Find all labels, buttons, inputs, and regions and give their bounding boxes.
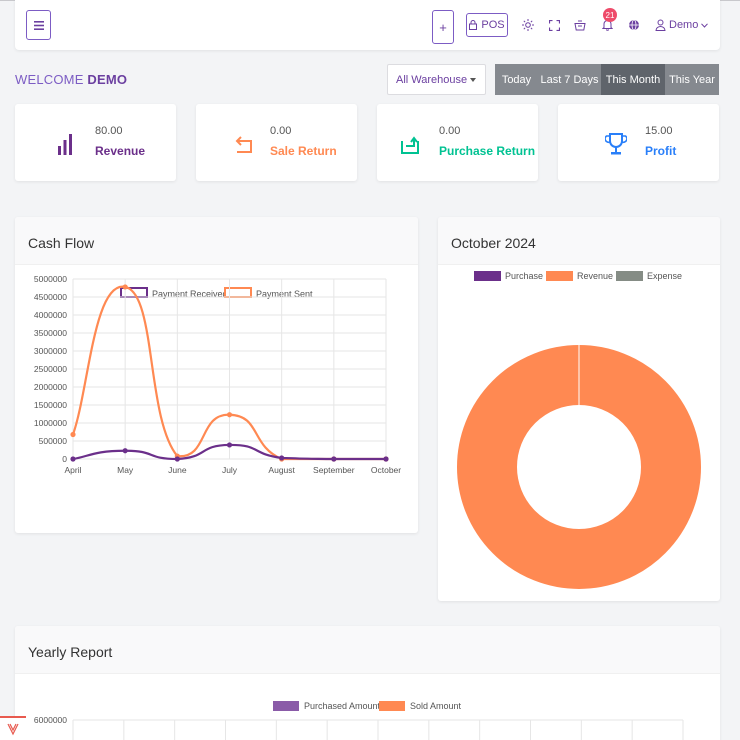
- legend-swatch: [273, 701, 299, 711]
- y-tick-label: 1500000: [34, 400, 67, 410]
- caret-down-icon: [470, 78, 476, 82]
- legend-label: Purchased Amount: [304, 701, 381, 711]
- data-point: [226, 442, 233, 448]
- x-tick-label: October: [371, 465, 401, 475]
- month-chart-title: October 2024: [451, 235, 536, 251]
- fullscreen-icon[interactable]: [547, 18, 561, 32]
- x-tick-label: April: [64, 465, 81, 475]
- stat-value: 15.00: [645, 125, 673, 137]
- range-this-year-button[interactable]: This Year: [665, 64, 719, 95]
- stat-value: 0.00: [270, 125, 292, 137]
- y-tick-label: 4500000: [34, 292, 67, 302]
- stat-label: Revenue: [95, 144, 146, 158]
- notification-badge: 21: [603, 8, 617, 22]
- return-arrow-icon: [235, 136, 252, 153]
- add-new-button[interactable]: +: [432, 10, 454, 44]
- data-point: [331, 456, 337, 462]
- range-last7-button[interactable]: Last 7 Days: [538, 64, 601, 95]
- y-tick-label: 2000000: [34, 382, 67, 392]
- cashflow-chart: Payment Received Payment Sent 50000004500…: [34, 274, 401, 475]
- panel-header: [15, 626, 720, 674]
- data-point: [279, 455, 285, 461]
- legend-label: Expense: [647, 271, 682, 281]
- x-tick-label: June: [168, 465, 187, 475]
- legend-label: Payment Sent: [256, 289, 313, 299]
- legend-swatch: [379, 701, 405, 711]
- panel-header: [438, 217, 720, 265]
- yearly-report-panel: Yearly Report Purchased Amount Sold Amoun…: [15, 626, 720, 740]
- data-point: [174, 456, 180, 462]
- stat-card-revenue[interactable]: 80.00 Revenue: [15, 104, 176, 181]
- yearly-report-title: Yearly Report: [28, 644, 113, 660]
- legend-swatch: [546, 271, 573, 281]
- top-navbar: + POS Demo: [15, 0, 720, 50]
- range-today-button[interactable]: Today: [495, 64, 538, 95]
- yearly-bar-chart: Purchased Amount Sold Amount 6000000: [34, 701, 684, 740]
- chevron-down-icon: [701, 22, 709, 28]
- stat-card-profit[interactable]: 15.00 Profit: [558, 104, 719, 181]
- user-icon: [655, 19, 666, 31]
- legend-label: Purchase: [505, 271, 543, 281]
- y-tick-label: 2500000: [34, 364, 67, 374]
- x-tick-label: September: [313, 465, 355, 475]
- x-tick-label: May: [117, 465, 134, 475]
- legend-swatch: [616, 271, 643, 281]
- legend-swatch: [224, 287, 252, 298]
- data-point: [70, 456, 76, 462]
- stat-value: 0.00: [439, 125, 461, 137]
- welcome-prefix: WELCOME: [15, 72, 84, 87]
- bar-chart-icon: [58, 134, 72, 155]
- range-this-month-button[interactable]: This Month: [601, 64, 665, 95]
- stat-label: Profit: [645, 144, 677, 158]
- lock-icon: [469, 20, 478, 30]
- legend-label: Sold Amount: [410, 701, 462, 711]
- data-point: [70, 431, 76, 438]
- y-tick-label: 5000000: [34, 274, 67, 284]
- pos-button[interactable]: POS: [466, 13, 508, 37]
- refresh-box-icon: [401, 136, 419, 154]
- stat-value: 80.00: [95, 125, 123, 137]
- y-tick-label: 3000000: [34, 346, 67, 356]
- globe-icon[interactable]: [627, 18, 641, 32]
- data-point: [122, 284, 128, 290]
- x-tick-label: August: [268, 465, 295, 475]
- warehouse-select[interactable]: All Warehouse: [387, 64, 486, 95]
- y-tick-label: 6000000: [34, 715, 67, 725]
- data-point: [122, 448, 128, 454]
- menu-toggle-button[interactable]: [26, 10, 51, 40]
- stat-card-sale-return[interactable]: 0.00 Sale Return: [196, 104, 357, 181]
- month-chart-panel: October 2024 Purchase Revenue Expense: [438, 217, 720, 601]
- y-tick-label: 1000000: [34, 418, 67, 428]
- app-logo-icon: [0, 716, 26, 740]
- y-tick-label: 0: [62, 454, 67, 464]
- sun-icon[interactable]: [521, 18, 535, 32]
- user-name: Demo: [669, 19, 699, 31]
- stat-label: Sale Return: [270, 144, 337, 158]
- y-tick-label: 500000: [39, 436, 68, 446]
- cashflow-title: Cash Flow: [28, 235, 95, 251]
- user-menu[interactable]: Demo: [655, 19, 709, 31]
- pos-label: POS: [481, 19, 505, 31]
- welcome-user: DEMO: [87, 72, 128, 87]
- legend-label: Revenue: [577, 271, 613, 281]
- cashflow-panel: Cash Flow Payment Received Payment Sent 5…: [15, 217, 418, 533]
- basket-icon[interactable]: [573, 18, 587, 32]
- data-point: [383, 456, 389, 462]
- warehouse-value: All Warehouse: [396, 73, 468, 86]
- legend-label: Payment Received: [152, 289, 228, 299]
- legend-swatch: [474, 271, 501, 281]
- month-doughnut-chart: Purchase Revenue Expense: [457, 271, 701, 589]
- x-tick-label: July: [222, 465, 238, 475]
- stat-card-purchase-return[interactable]: 0.00 Purchase Return: [377, 104, 538, 181]
- stat-label: Purchase Return: [439, 144, 536, 158]
- welcome-heading: WELCOME DEMO: [15, 72, 127, 87]
- y-tick-label: 4000000: [34, 310, 67, 320]
- data-point: [226, 412, 233, 418]
- panel-header: [15, 217, 418, 265]
- y-tick-label: 3500000: [34, 328, 67, 338]
- hamburger-icon: [33, 20, 44, 30]
- trophy-icon: [605, 133, 627, 155]
- date-range-group: Today Last 7 Days This Month This Year: [495, 64, 719, 95]
